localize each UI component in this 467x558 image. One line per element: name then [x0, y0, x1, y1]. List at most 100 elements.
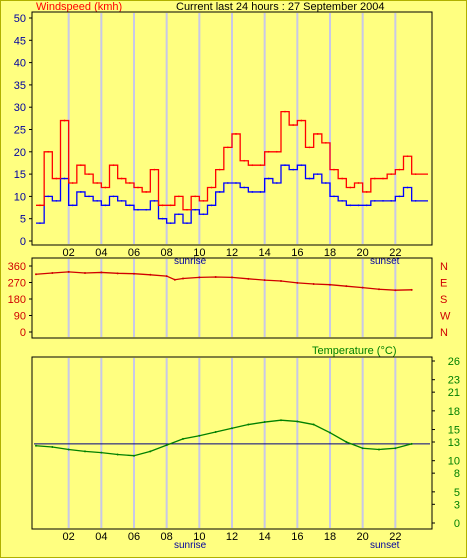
y-tick-label: 0: [20, 236, 26, 248]
x-tick-label: 18: [324, 531, 336, 543]
y-tick-label: 90: [14, 311, 26, 323]
compass-label: E: [440, 278, 447, 290]
data-point-temperature: [394, 447, 397, 450]
data-point-average: [414, 199, 417, 202]
windspeed-plot-area: [31, 11, 433, 246]
data-point-average: [259, 191, 262, 193]
x-tick-label: 10: [193, 531, 205, 543]
data-point-temperature: [378, 448, 380, 451]
compass-label: W: [440, 311, 451, 323]
data-point-gust: [357, 182, 360, 184]
sunset-label-bottom: sunset: [370, 540, 400, 551]
data-point-average: [406, 186, 409, 189]
x-tick-label: 14: [259, 247, 271, 259]
x-tick-label: 16: [291, 531, 303, 543]
data-point-temperature: [84, 450, 86, 453]
chart-title: Current last 24 hours : 27 September 200…: [176, 1, 385, 13]
data-point-average: [243, 186, 246, 189]
data-point-gust: [63, 119, 66, 122]
data-point-temperature: [312, 423, 315, 426]
data-point-direction: [410, 288, 413, 291]
series-line-gust: [36, 111, 428, 211]
data-point-direction: [394, 289, 397, 292]
data-point-gust: [382, 177, 384, 180]
data-point-gust: [365, 191, 368, 193]
data-point-gust: [251, 164, 254, 167]
y-tick-label: 5: [454, 487, 460, 499]
data-point-direction: [296, 281, 299, 284]
data-point-gust: [267, 150, 270, 153]
data-point-direction: [116, 272, 119, 275]
data-point-average: [169, 222, 172, 225]
y-tick-label: 0: [20, 327, 26, 339]
data-point-gust: [169, 204, 172, 207]
data-point-gust: [88, 173, 90, 176]
data-point-temperature: [198, 434, 201, 437]
x-tick-label: 12: [226, 247, 238, 259]
data-point-temperature: [214, 431, 217, 434]
data-point-average: [112, 195, 115, 198]
y-tick-label: 21: [448, 387, 460, 399]
data-point-gust: [153, 168, 156, 171]
data-point-gust: [96, 182, 99, 184]
data-point-average: [284, 164, 286, 167]
data-point-direction: [247, 277, 250, 280]
data-point-average: [96, 199, 99, 202]
data-point-gust: [71, 182, 74, 184]
data-point-gust: [226, 146, 229, 149]
data-point-average: [202, 213, 205, 216]
data-point-temperature: [67, 448, 70, 451]
data-point-average: [398, 195, 401, 198]
data-point-direction: [84, 271, 86, 274]
x-tick-label: 08: [161, 247, 173, 259]
data-point-gust: [390, 173, 393, 176]
temperature-label: Temperature (°C): [312, 345, 396, 357]
data-point-average: [267, 177, 270, 180]
data-point-average: [382, 199, 384, 202]
data-point-temperature: [329, 431, 331, 434]
data-point-average: [104, 204, 107, 207]
x-tick-label: 08: [161, 531, 173, 543]
y-tick-label: 20: [14, 147, 26, 159]
data-point-direction: [329, 283, 331, 286]
data-point-gust: [398, 168, 401, 171]
data-point-gust: [120, 177, 123, 180]
y-tick-label: 18: [448, 406, 460, 418]
data-point-temperature: [51, 445, 54, 448]
y-tick-label: 35: [14, 80, 26, 92]
data-point-average: [194, 208, 197, 211]
data-point-temperature: [361, 447, 364, 450]
y-tick-label: 15: [14, 169, 26, 181]
data-point-gust: [47, 150, 50, 153]
y-tick-label: 25: [14, 125, 26, 137]
x-tick-label: 18: [324, 247, 336, 259]
x-tick-label: 06: [128, 531, 140, 543]
sunrise-label-bottom: sunrise: [174, 540, 207, 551]
data-point-gust: [194, 195, 197, 198]
data-point-average: [275, 182, 278, 184]
data-point-average: [390, 199, 393, 202]
data-point-temperature: [100, 451, 103, 454]
data-point-average: [218, 191, 221, 193]
y-tick-label: 30: [14, 102, 26, 114]
data-point-direction: [35, 273, 37, 276]
data-point-gust: [243, 159, 246, 162]
data-point-average: [210, 204, 213, 207]
y-tick-label: 40: [14, 58, 26, 70]
x-tick-label: 22: [389, 247, 401, 259]
data-point-gust: [349, 186, 352, 189]
data-point-average: [235, 182, 237, 184]
x-tick-label: 10: [193, 247, 205, 259]
data-point-gust: [186, 208, 188, 211]
data-point-average: [308, 177, 311, 180]
temperature-plot-area: [31, 356, 433, 530]
data-point-temperature: [35, 444, 37, 447]
data-point-average: [365, 204, 368, 207]
data-point-gust: [161, 204, 164, 207]
data-point-gust: [308, 146, 311, 149]
data-point-direction: [361, 286, 364, 289]
x-tick-label: 06: [128, 247, 140, 259]
data-point-average: [161, 217, 164, 220]
data-point-direction: [198, 276, 201, 279]
